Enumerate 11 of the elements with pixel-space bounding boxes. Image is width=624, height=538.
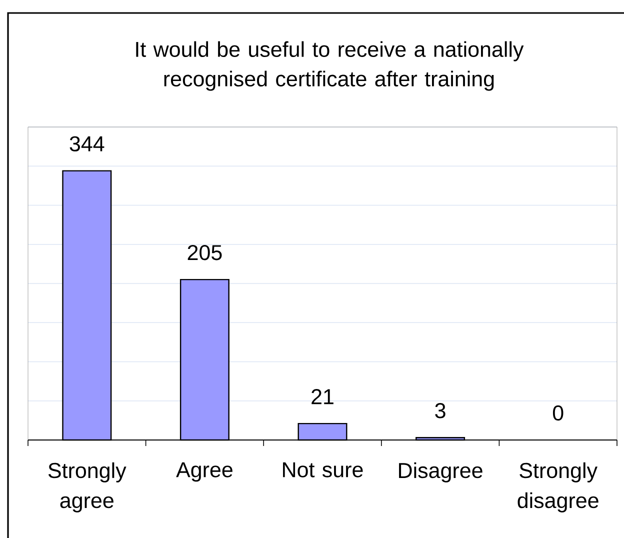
- chart-title: It would be useful to receive a nationally recognised certificate after training: [136, 41, 524, 91]
- data-label: 344: [70, 136, 104, 152]
- x-tick-label: Disagree: [399, 462, 482, 482]
- data-label: 0: [552, 405, 564, 421]
- data-label: 205: [188, 244, 222, 260]
- x-tick-label: Strongly disagree: [518, 462, 598, 512]
- x-tick-label: Agree: [176, 462, 232, 482]
- x-tick-label: Strongly agree: [48, 462, 126, 512]
- data-label: 3: [435, 403, 446, 418]
- x-tick-label: Not sure: [283, 462, 363, 478]
- data-label: 21: [312, 389, 334, 404]
